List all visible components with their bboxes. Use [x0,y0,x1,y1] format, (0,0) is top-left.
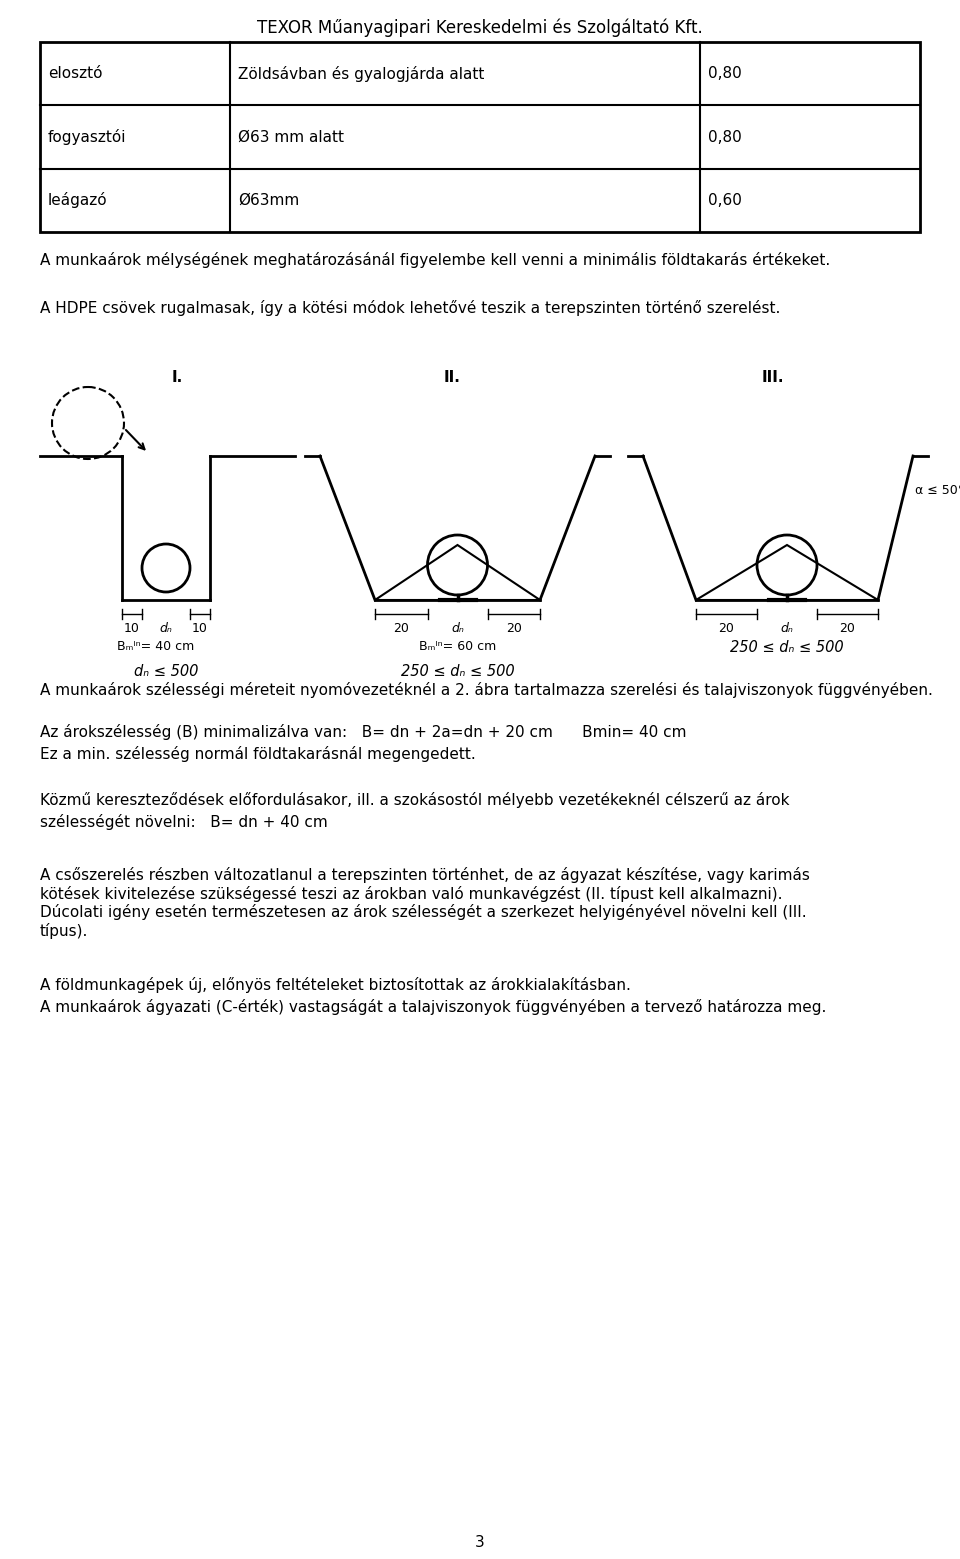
Text: A munkaárok szélességi méreteit nyomóvezetéknél a 2. ábra tartalmazza szerelési : A munkaárok szélességi méreteit nyomóvez… [40,681,933,698]
Text: Ø63 mm alatt: Ø63 mm alatt [238,129,344,145]
Text: 20: 20 [506,622,521,635]
Text: 0,80: 0,80 [708,65,742,81]
Text: A munkaárok mélységének meghatározásánál figyelembe kell venni a minimális földt: A munkaárok mélységének meghatározásánál… [40,253,830,268]
Text: 250 ≤ dₙ ≤ 500: 250 ≤ dₙ ≤ 500 [400,664,515,680]
Text: III.: III. [761,369,784,385]
Text: 20: 20 [719,622,734,635]
Text: elosztó: elosztó [48,65,103,81]
Text: TEXOR Műanyagipari Kereskedelmi és Szolgáltató Kft.: TEXOR Műanyagipari Kereskedelmi és Szolg… [257,19,703,36]
Text: A földmunkagépek új, előnyös feltételeket biztosítottak az árokkialakításban.: A földmunkagépek új, előnyös feltételeke… [40,977,631,993]
Text: Ez a min. szélesség normál földtakarásnál megengedett.: Ez a min. szélesség normál földtakarásná… [40,747,476,762]
Text: A HDPE csövek rugalmasak, így a kötési módok lehetővé teszik a terepszinten tört: A HDPE csövek rugalmasak, így a kötési m… [40,299,780,316]
Text: A csőszerelés részben változatlanul a terepszinten történhet, de az ágyazat kész: A csőszerelés részben változatlanul a te… [40,867,810,939]
Text: 0,60: 0,60 [708,193,742,207]
Text: dₙ: dₙ [780,622,793,635]
Text: leágazó: leágazó [48,192,108,209]
Text: Bₘᴵⁿ= 60 cm: Bₘᴵⁿ= 60 cm [419,641,496,653]
Text: szélességét növelni:   B= dn + 40 cm: szélességét növelni: B= dn + 40 cm [40,814,327,829]
Text: Bₘᴵⁿ= 40 cm: Bₘᴵⁿ= 40 cm [117,641,195,653]
Text: dₙ: dₙ [451,622,464,635]
Text: 3: 3 [475,1536,485,1550]
Text: Ø63mm: Ø63mm [238,193,300,207]
Text: II.: II. [444,369,461,385]
Text: 0,80: 0,80 [708,129,742,145]
Text: 10: 10 [124,622,140,635]
Text: Az árokszélesség (B) minimalizálva van:   B= dn + 2a=dn + 20 cm      Bmin= 40 cm: Az árokszélesség (B) minimalizálva van: … [40,723,686,741]
Text: 250 ≤ dₙ ≤ 500: 250 ≤ dₙ ≤ 500 [731,641,844,655]
Text: fogyasztói: fogyasztói [48,129,127,145]
Text: Zöldsávban és gyalogjárda alatt: Zöldsávban és gyalogjárda alatt [238,65,485,81]
Text: A munkaárok ágyazati (C-érték) vastagságát a talajviszonyok függvényében a terve: A munkaárok ágyazati (C-érték) vastagság… [40,999,827,1015]
Text: dₙ: dₙ [159,622,173,635]
Text: 20: 20 [394,622,409,635]
Text: 20: 20 [840,622,855,635]
Text: α ≤ 50°: α ≤ 50° [915,483,960,497]
Text: 10: 10 [192,622,208,635]
Text: dₙ ≤ 500: dₙ ≤ 500 [133,664,198,680]
Bar [40,42,920,232]
Text: I.: I. [172,369,183,385]
Text: Közmű kereszteződések előfordulásakor, ill. a szokásostól mélyebb vezetékeknél c: Közmű kereszteződések előfordulásakor, i… [40,792,789,808]
